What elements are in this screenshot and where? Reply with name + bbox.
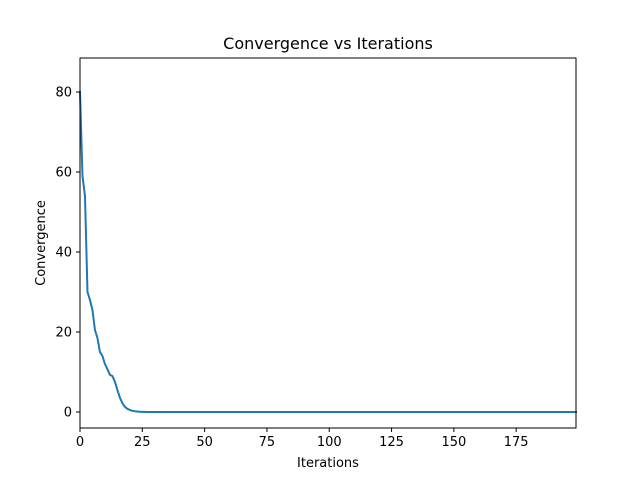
series-line-0 xyxy=(78,90,577,413)
y-tick-label: 60 xyxy=(55,166,72,181)
y-axis-label: Convergence xyxy=(34,200,49,286)
x-tick-label: 100 xyxy=(317,435,342,450)
x-tick-label: 75 xyxy=(259,435,276,450)
x-axis-ticks: 0 25 50 75 100 125 150 175 xyxy=(76,428,529,450)
x-tick-label: 50 xyxy=(196,435,213,450)
series-layer xyxy=(78,90,577,413)
x-tick-label: 0 xyxy=(76,435,84,450)
y-tick-label: 80 xyxy=(55,86,72,101)
x-tick-label: 25 xyxy=(134,435,151,450)
x-tick-label: 150 xyxy=(441,435,466,450)
plot-area xyxy=(80,58,576,428)
y-tick-label: 0 xyxy=(64,406,72,421)
x-tick-label: 175 xyxy=(504,435,529,450)
y-axis-ticks: 0 20 40 60 80 xyxy=(55,86,80,421)
y-tick-label: 20 xyxy=(55,326,72,341)
chart-title: Convergence vs Iterations xyxy=(223,34,433,53)
y-tick-label: 40 xyxy=(55,246,72,261)
plot-frame xyxy=(79,57,577,429)
x-tick-label: 125 xyxy=(379,435,404,450)
x-axis-label: Iterations xyxy=(297,456,359,471)
